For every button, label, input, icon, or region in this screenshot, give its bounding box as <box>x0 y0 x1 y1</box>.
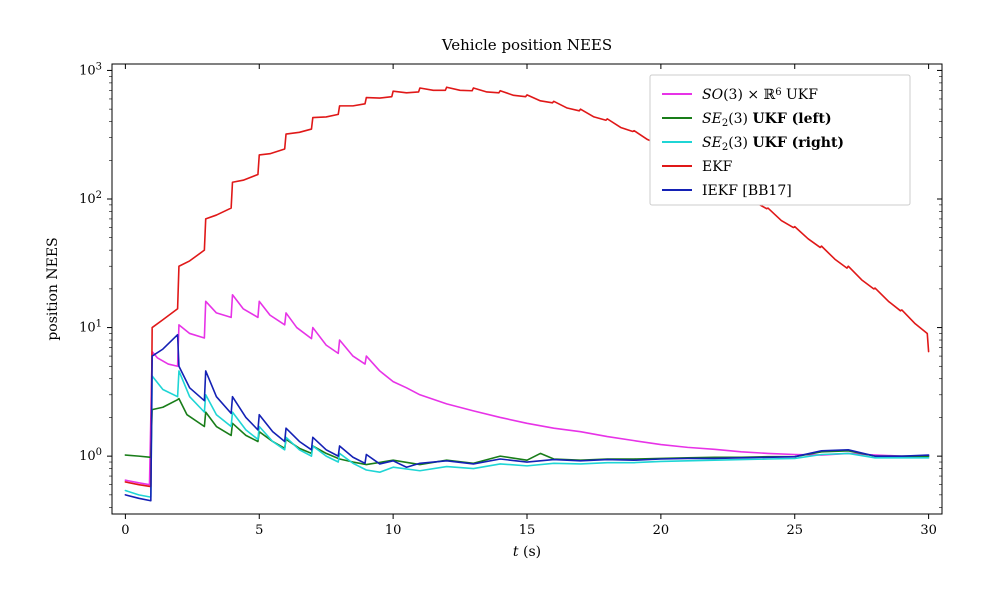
series-line <box>125 399 928 465</box>
legend-label: SO(3) × ℝ6 UKF <box>702 87 818 103</box>
x-tick-label: 20 <box>653 523 670 538</box>
series-line <box>125 371 928 497</box>
line-chart-svg: Vehicle position NEES 0 5 10 15 20 25 30 100 10… <box>0 0 1000 600</box>
y-tick-label: 103 <box>79 61 102 78</box>
legend: SO(3) × ℝ6 UKFSE2(3) UKF (left)SE2(3) UK… <box>650 75 910 205</box>
y-tick-label: 100 <box>79 447 102 464</box>
x-axis-label: t (s) <box>513 544 541 560</box>
legend-label: SE2(3) UKF (left) <box>702 111 832 129</box>
x-tick-label: 0 <box>121 523 129 538</box>
y-tick-label: 102 <box>79 190 102 207</box>
chart-container: Vehicle position NEES 0 5 10 15 20 25 30 100 10… <box>0 0 1000 600</box>
legend-label: EKF <box>702 159 733 175</box>
y-axis-label: position NEES <box>45 237 61 340</box>
x-tick-label: 5 <box>255 523 263 538</box>
chart-title: Vehicle position NEES <box>441 36 612 54</box>
x-tick-label: 25 <box>786 523 803 538</box>
y-tick-label: 101 <box>79 319 102 336</box>
x-tick-label: 10 <box>385 523 402 538</box>
series-line <box>125 335 928 501</box>
x-tick-label: 15 <box>519 523 536 538</box>
legend-label: IEKF [BB17] <box>702 183 792 199</box>
x-tick-label: 30 <box>920 523 937 538</box>
